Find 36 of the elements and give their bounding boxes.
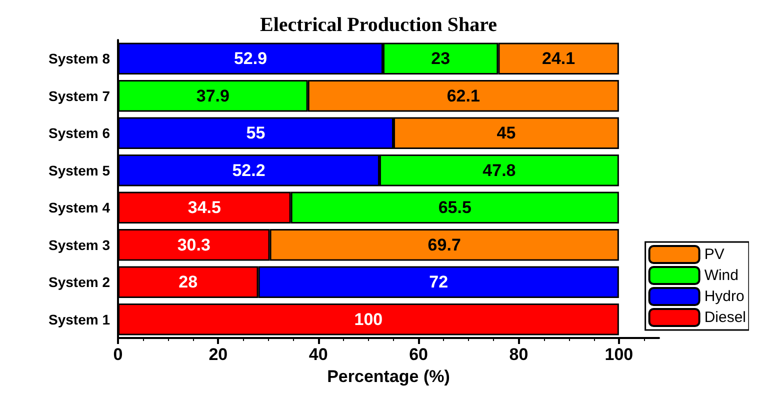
data-label: 52.9 <box>234 49 268 68</box>
data-label: 69.7 <box>428 235 461 254</box>
data-label: 23 <box>431 49 450 68</box>
y-tick-label: System 3 <box>48 236 110 253</box>
x-tick-label: 60 <box>409 345 428 364</box>
data-label: 45 <box>496 124 516 143</box>
data-label: 24.1 <box>542 49 576 68</box>
data-label: 47.8 <box>482 160 516 180</box>
legend-label: Diesel <box>704 309 746 326</box>
x-tick-label: 20 <box>208 345 228 364</box>
x-tick-label: 100 <box>604 345 634 364</box>
y-tick-label: System 1 <box>48 311 110 328</box>
legend-label: PV <box>704 246 724 263</box>
data-label: 100 <box>354 310 383 329</box>
legend-label: Wind <box>704 267 739 284</box>
data-label: 28 <box>178 272 198 292</box>
data-label: 37.9 <box>196 86 230 106</box>
data-label: 62.1 <box>446 86 480 106</box>
y-tick-label: System 7 <box>48 88 110 104</box>
y-tick-label: System 4 <box>48 200 110 216</box>
x-tick-label: 40 <box>308 345 328 364</box>
x-axis-title: Percentage (%) <box>327 366 450 386</box>
data-label: 65.5 <box>438 198 472 218</box>
x-tick-label: 0 <box>113 345 123 364</box>
x-tick-label: 80 <box>509 345 528 364</box>
chart-title: Electrical Production Share <box>260 14 498 36</box>
y-tick-label: System 6 <box>48 125 110 142</box>
data-label: 72 <box>429 272 448 292</box>
data-label: 30.3 <box>177 235 210 254</box>
data-label: 55 <box>246 124 266 143</box>
y-tick-label: System 8 <box>48 50 110 67</box>
legend-label: Hydro <box>704 288 744 305</box>
data-label: 34.5 <box>188 198 221 218</box>
y-tick-label: System 5 <box>48 162 110 178</box>
data-label: 52.2 <box>232 160 266 180</box>
y-tick-label: System 2 <box>48 274 110 290</box>
